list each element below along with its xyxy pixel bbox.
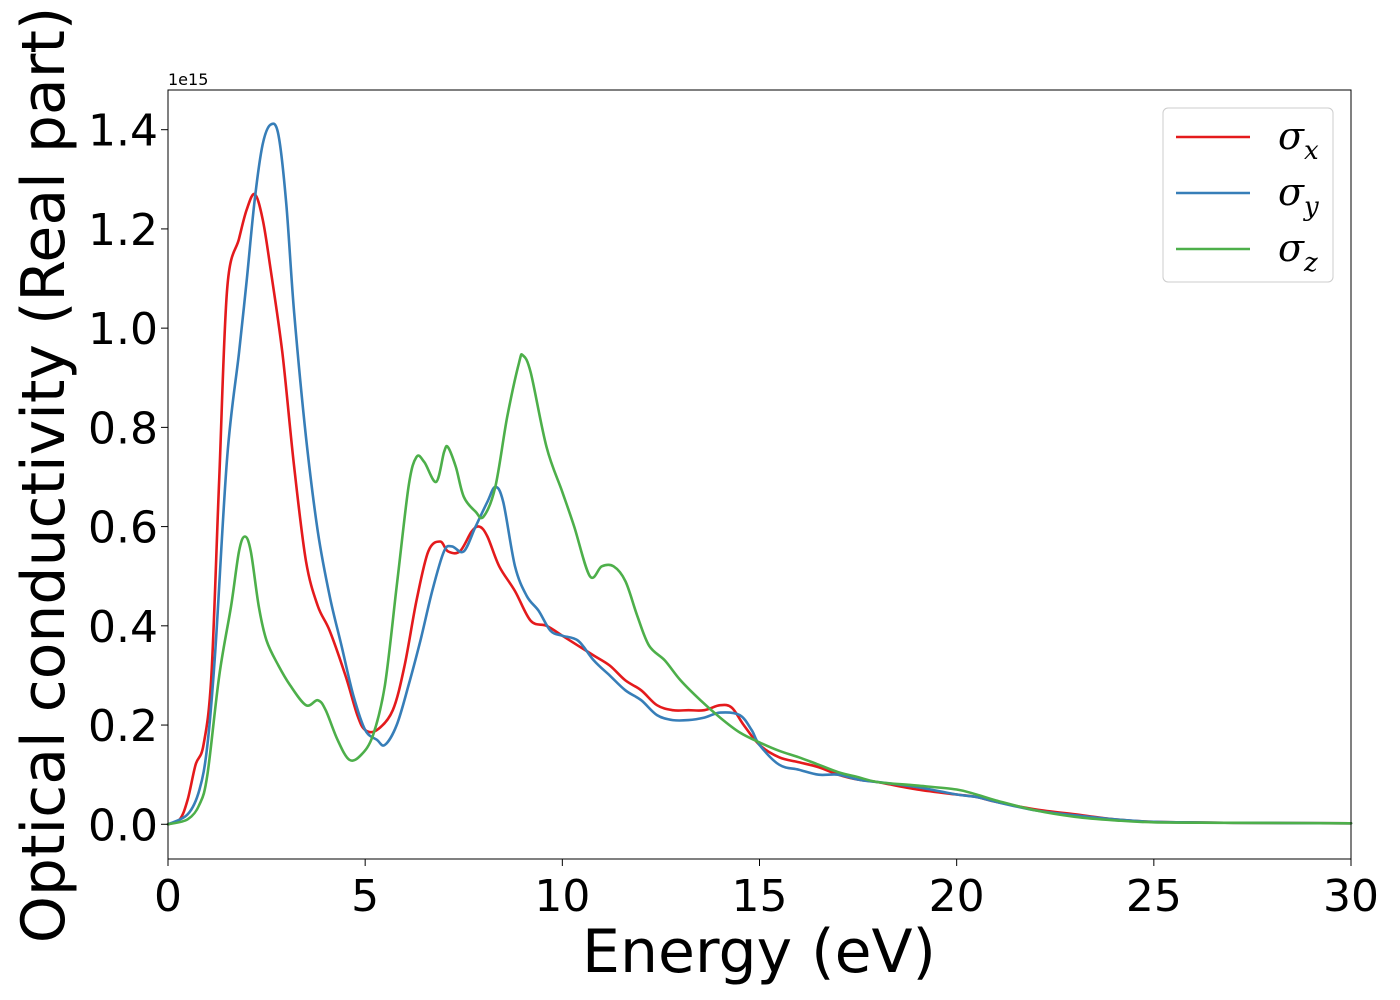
- legend-label-base: σ: [1278, 170, 1305, 214]
- y-axis-title: Optical conductivity (Real part): [9, 7, 79, 944]
- y-tick-label: 0.2: [88, 701, 158, 752]
- x-tick-label: 5: [351, 871, 379, 922]
- y-tick-label: 0.8: [88, 403, 158, 454]
- y-tick-label: 1.0: [88, 304, 158, 355]
- x-tick-label: 20: [929, 871, 985, 922]
- y-tick-label: 0.4: [88, 602, 158, 653]
- legend-label-subscript: y: [1303, 192, 1319, 222]
- legend-label-subscript: x: [1304, 136, 1319, 166]
- legend-label-z: σz: [1278, 226, 1318, 278]
- y-tick-label: 1.2: [88, 205, 158, 256]
- legend-label-subscript: z: [1303, 248, 1318, 278]
- x-axis-title: Energy (eV): [582, 917, 936, 987]
- series-line-z: [166, 353, 1353, 826]
- legend-label-base: σ: [1278, 226, 1305, 270]
- x-tick-label: 25: [1126, 871, 1182, 922]
- legend-box: [1162, 107, 1334, 283]
- y-axis-ticks: 0.0 0.2 0.4 0.6 0.8 1.0 1.2 1.4: [88, 106, 168, 851]
- x-tick-label: 0: [154, 871, 182, 922]
- x-tick-label: 15: [732, 871, 788, 922]
- y-tick-label: 1.4: [88, 106, 158, 157]
- x-tick-label: 10: [534, 871, 590, 922]
- legend-label-base: σ: [1278, 114, 1305, 158]
- series-layer: [166, 122, 1353, 826]
- y-tick-label: 0.0: [88, 800, 158, 851]
- legend-label-x: σx: [1278, 114, 1319, 166]
- x-tick-label: 30: [1323, 871, 1379, 922]
- legend-label-y: σy: [1278, 170, 1319, 222]
- y-tick-label: 0.6: [88, 503, 158, 554]
- y-offset-label: 1e15: [168, 70, 208, 89]
- x-axis-ticks: 0 5 10 15 20 25 30: [154, 859, 1379, 922]
- series-line-y: [166, 122, 1353, 826]
